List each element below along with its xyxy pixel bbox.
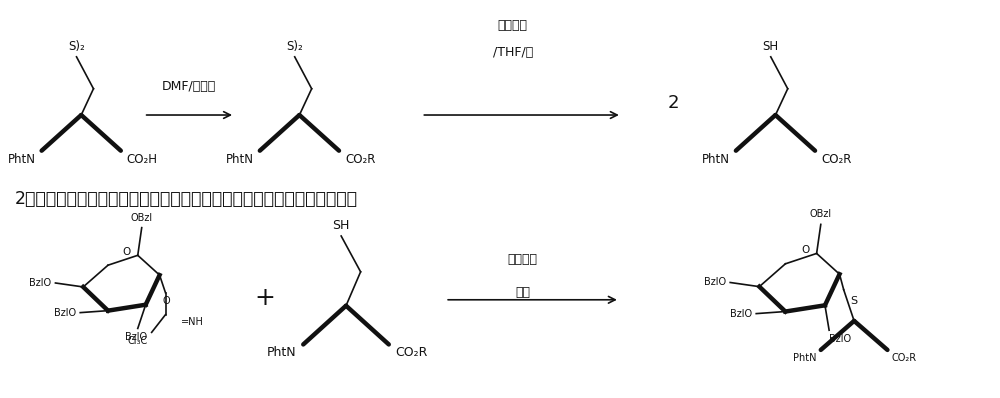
Text: CO₂H: CO₂H xyxy=(127,153,158,166)
Text: 2、第二步半胱氨酸衍生物的糖基化，得到硫代半胱氨酸葡萄糖苷衍生物；: 2、第二步半胱氨酸衍生物的糖基化，得到硫代半胱氨酸葡萄糖苷衍生物； xyxy=(15,190,358,208)
Text: SH: SH xyxy=(763,40,779,53)
Text: PhtN: PhtN xyxy=(226,153,254,166)
Text: BzlO: BzlO xyxy=(704,277,726,287)
Text: BzlO: BzlO xyxy=(125,332,147,342)
Text: SH: SH xyxy=(332,219,350,232)
Text: S)₂: S)₂ xyxy=(286,40,303,53)
Text: DMF/碳酸铯: DMF/碳酸铯 xyxy=(162,80,216,93)
Text: PhtN: PhtN xyxy=(702,153,730,166)
Text: CO₂R: CO₂R xyxy=(345,153,375,166)
Text: BzlO: BzlO xyxy=(829,334,851,344)
Text: CO₂R: CO₂R xyxy=(891,353,917,363)
Text: S: S xyxy=(850,296,857,306)
Text: 2: 2 xyxy=(668,94,679,112)
Text: +: + xyxy=(254,286,275,310)
Text: /THF/水: /THF/水 xyxy=(493,46,533,59)
Text: 乙醚: 乙醚 xyxy=(515,287,530,299)
Text: S)₂: S)₂ xyxy=(68,40,85,53)
Text: PhtN: PhtN xyxy=(793,353,817,363)
Text: PhtN: PhtN xyxy=(8,153,36,166)
Text: O: O xyxy=(801,245,809,256)
Text: O: O xyxy=(163,296,170,306)
Text: Cl₃C: Cl₃C xyxy=(127,336,148,346)
Text: BzlO: BzlO xyxy=(730,308,752,319)
Text: PhtN: PhtN xyxy=(267,346,296,359)
Text: CO₂R: CO₂R xyxy=(396,346,428,359)
Text: =NH: =NH xyxy=(181,316,204,327)
Text: BzlO: BzlO xyxy=(54,308,76,318)
Text: 三氟化硼: 三氟化硼 xyxy=(508,253,538,266)
Text: 三乙基磷: 三乙基磷 xyxy=(498,19,528,32)
Text: BzlO: BzlO xyxy=(29,278,51,288)
Text: CO₂R: CO₂R xyxy=(821,153,851,166)
Text: O: O xyxy=(123,247,131,258)
Text: OBzl: OBzl xyxy=(810,209,832,219)
Text: OBzl: OBzl xyxy=(131,213,153,223)
